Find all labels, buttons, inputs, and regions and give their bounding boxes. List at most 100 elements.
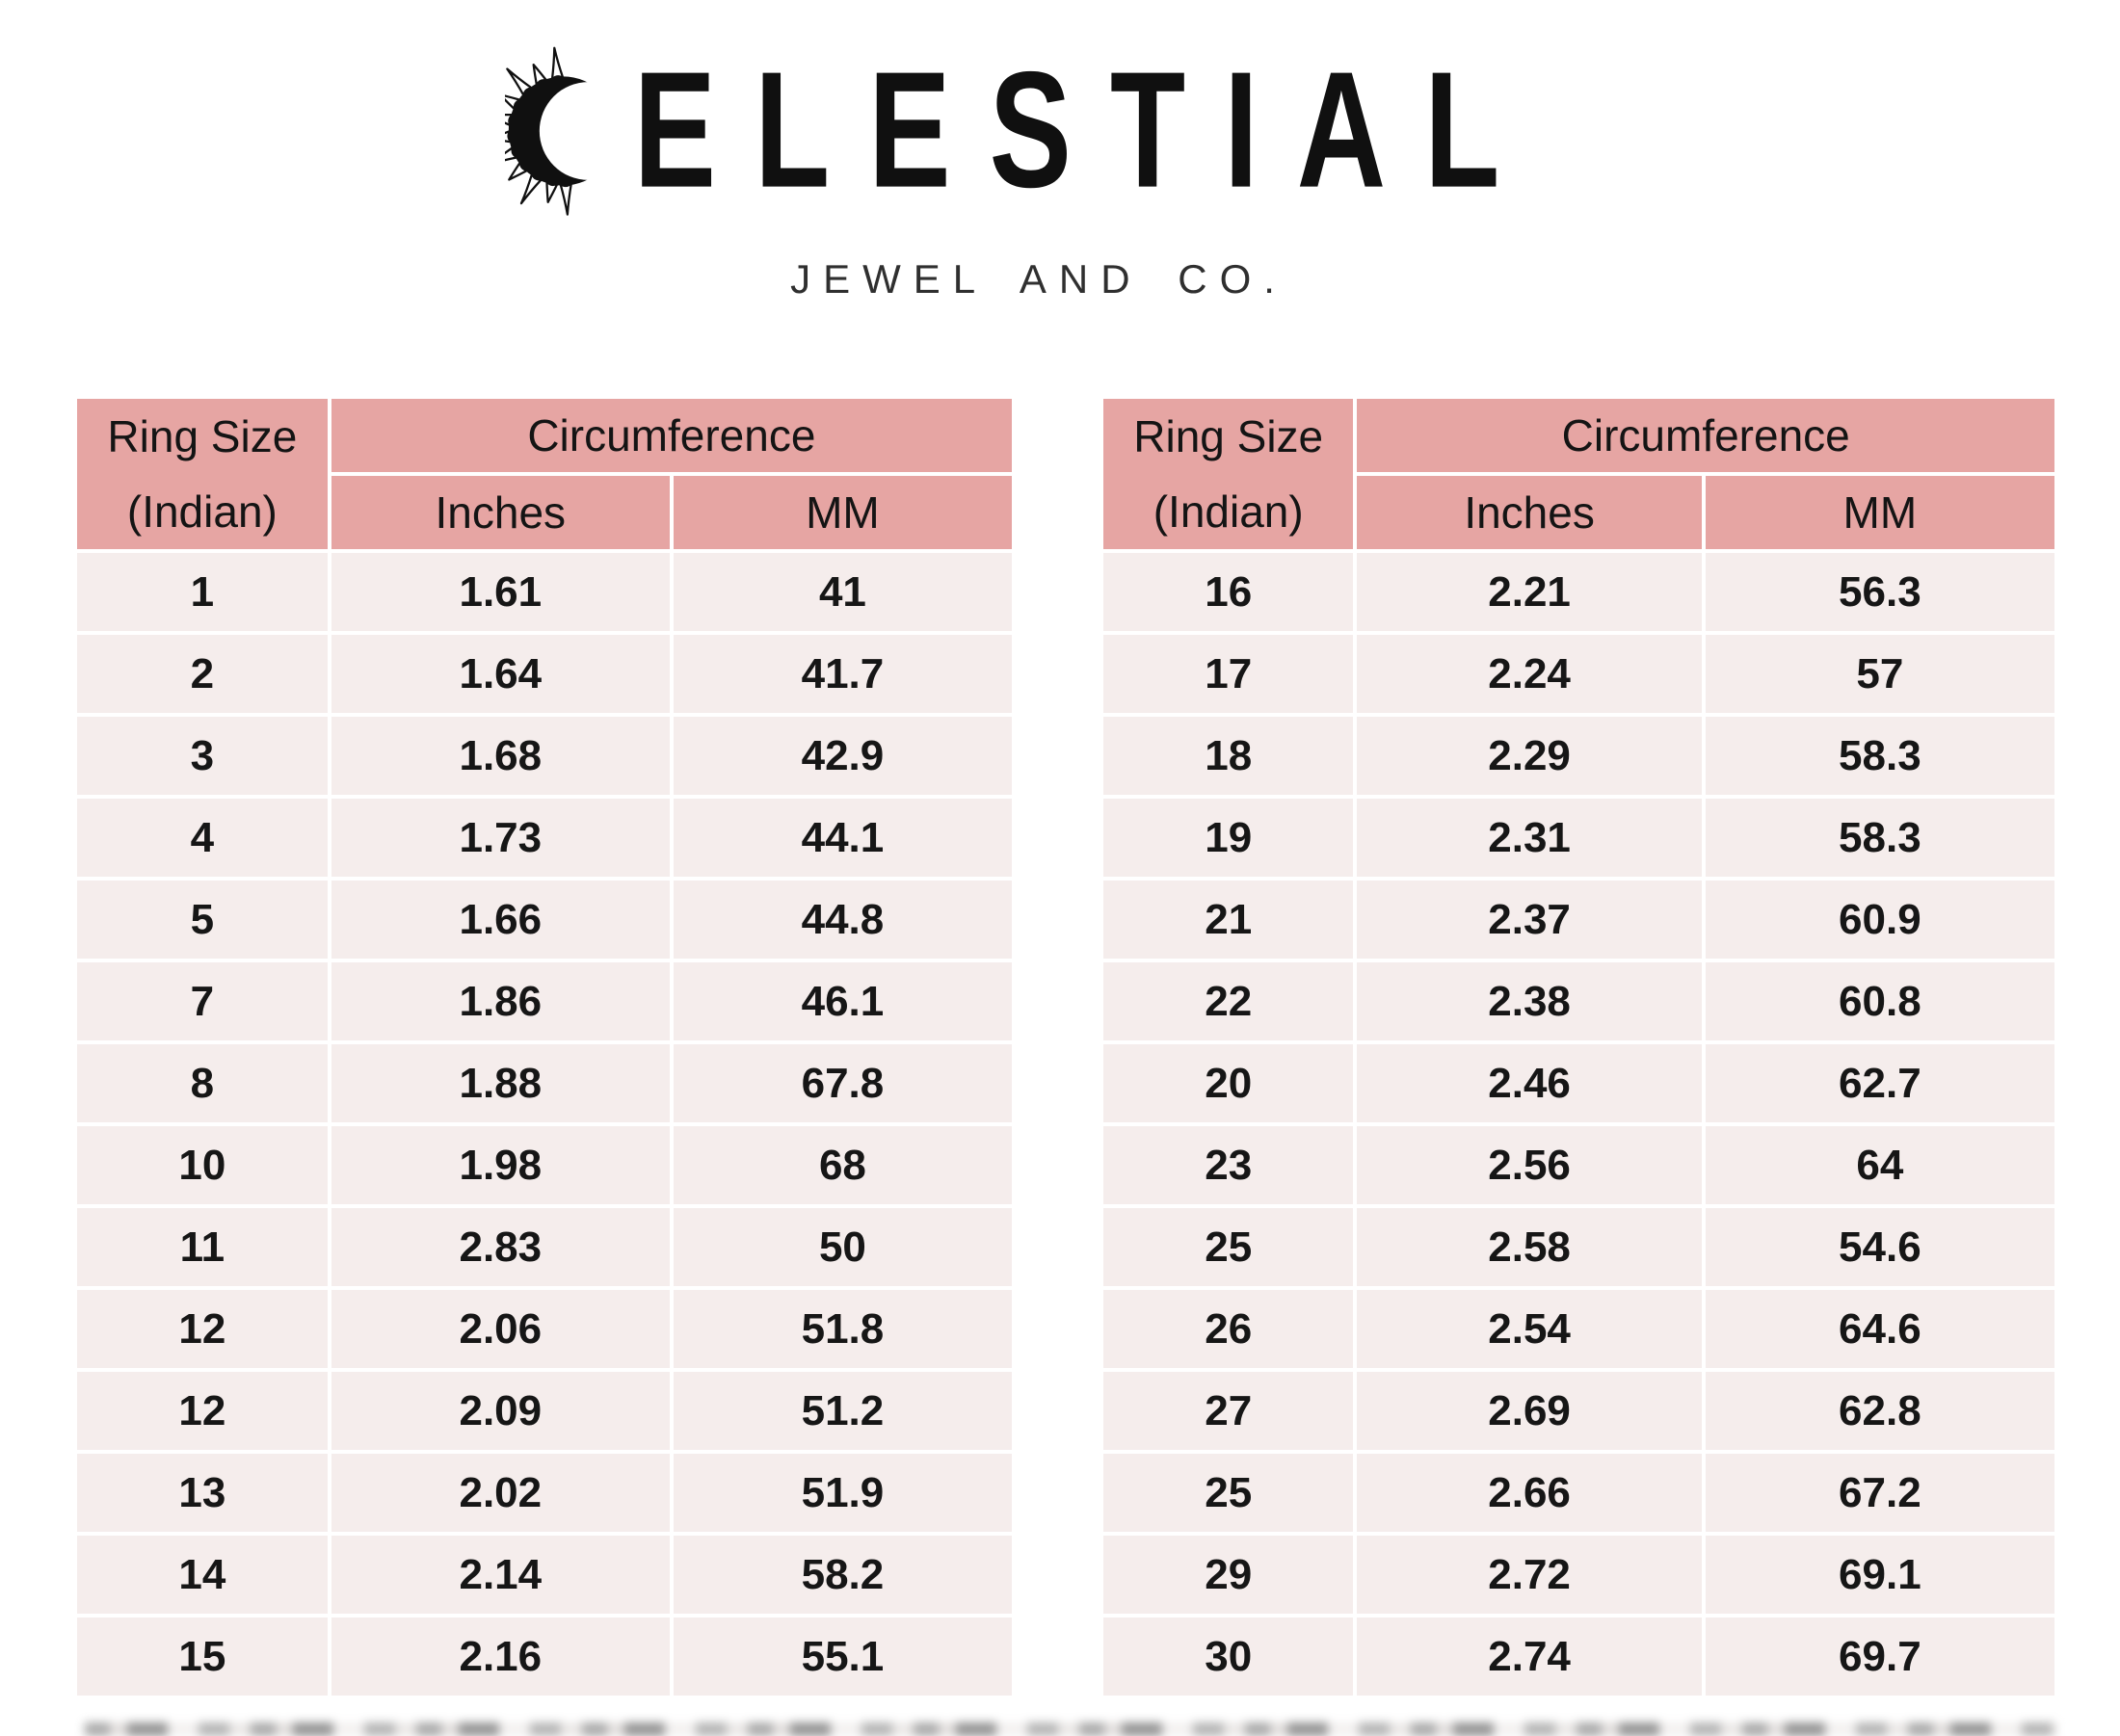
ring-size-cell: 23 — [1103, 1126, 1354, 1204]
ring-size-cell: 20 — [1103, 1044, 1354, 1122]
mm-header: MM — [673, 476, 1012, 549]
table-row: 18 2.29 58.3 — [1103, 717, 2054, 795]
ring-size-cell: 22 — [1103, 962, 1354, 1040]
ring-size-cell: 18 — [1103, 717, 1354, 795]
brand-logo: ELESTIAL JEWEL AND CO. — [0, 0, 2081, 302]
ring-size-cell: 15 — [77, 1618, 328, 1696]
inches-cell: 1.64 — [331, 635, 670, 713]
mm-cell: 57 — [1705, 635, 2054, 713]
inches-cell: 1.73 — [331, 799, 670, 877]
table-row: 5 1.66 44.8 — [77, 881, 1012, 959]
inches-cell: 2.21 — [1357, 553, 1702, 631]
ring-size-cell: 17 — [1103, 635, 1354, 713]
table-row: 29 2.72 69.1 — [1103, 1536, 2054, 1614]
inches-cell: 1.68 — [331, 717, 670, 795]
mm-cell: 54.6 — [1705, 1208, 2054, 1286]
ring-size-cell: 8 — [77, 1044, 328, 1122]
size-charts: Ring Size (Indian) Circumference Inches … — [0, 395, 2120, 1699]
ring-size-cell: 10 — [77, 1126, 328, 1204]
mm-cell: 42.9 — [673, 717, 1012, 795]
ring-size-cell: 3 — [77, 717, 328, 795]
inches-cell: 2.69 — [1357, 1372, 1702, 1450]
circumference-header: Circumference — [331, 399, 1012, 472]
mm-cell: 69.7 — [1705, 1618, 2054, 1696]
inches-cell: 2.24 — [1357, 635, 1702, 713]
mm-cell: 41 — [673, 553, 1012, 631]
inches-cell: 1.66 — [331, 881, 670, 959]
ring-size-cell: 11 — [77, 1208, 328, 1286]
table-row: 15 2.16 55.1 — [77, 1618, 1012, 1696]
inches-cell: 2.31 — [1357, 799, 1702, 877]
mm-cell: 55.1 — [673, 1618, 1012, 1696]
mm-cell: 58.2 — [673, 1536, 1012, 1614]
mm-cell: 46.1 — [673, 962, 1012, 1040]
inches-cell: 2.56 — [1357, 1126, 1702, 1204]
ring-size-header: Ring Size (Indian) — [77, 399, 328, 549]
ring-size-cell: 13 — [77, 1454, 328, 1532]
mm-cell: 58.3 — [1705, 717, 2054, 795]
ring-size-cell: 7 — [77, 962, 328, 1040]
inches-cell: 1.98 — [331, 1126, 670, 1204]
table-row: 23 2.56 64 — [1103, 1126, 2054, 1204]
ring-size-cell: 21 — [1103, 881, 1354, 959]
inches-cell: 2.09 — [331, 1372, 670, 1450]
ring-size-table-left: Ring Size (Indian) Circumference Inches … — [73, 395, 1016, 1699]
table-row: 14 2.14 58.2 — [77, 1536, 1012, 1614]
ring-size-cell: 29 — [1103, 1536, 1354, 1614]
table-row: 13 2.02 51.9 — [77, 1454, 1012, 1532]
inches-cell: 1.88 — [331, 1044, 670, 1122]
table-row: 25 2.66 67.2 — [1103, 1454, 2054, 1532]
mm-cell: 44.8 — [673, 881, 1012, 959]
table-row: 30 2.74 69.7 — [1103, 1618, 2054, 1696]
inches-cell: 2.46 — [1357, 1044, 1702, 1122]
brand-wordmark: ELESTIAL — [633, 38, 1539, 224]
ring-size-cell: 2 — [77, 635, 328, 713]
ring-size-header: Ring Size (Indian) — [1103, 399, 1354, 549]
circumference-header: Circumference — [1357, 399, 2054, 472]
ring-size-cell: 25 — [1103, 1208, 1354, 1286]
mm-cell: 44.1 — [673, 799, 1012, 877]
table-row: 20 2.46 62.7 — [1103, 1044, 2054, 1122]
mm-cell: 62.7 — [1705, 1044, 2054, 1122]
inches-cell: 2.74 — [1357, 1618, 1702, 1696]
ring-size-cell: 5 — [77, 881, 328, 959]
mm-cell: 67.2 — [1705, 1454, 2054, 1532]
inches-cell: 2.38 — [1357, 962, 1702, 1040]
mm-cell: 68 — [673, 1126, 1012, 1204]
table-row: 12 2.09 51.2 — [77, 1372, 1012, 1450]
inches-header: Inches — [1357, 476, 1702, 549]
ring-size-cell: 26 — [1103, 1290, 1354, 1368]
mm-header: MM — [1705, 476, 2054, 549]
ring-size-table-right: Ring Size (Indian) Circumference Inches … — [1100, 395, 2058, 1699]
mm-cell: 64 — [1705, 1126, 2054, 1204]
table-row: 22 2.38 60.8 — [1103, 962, 2054, 1040]
mm-cell: 64.6 — [1705, 1290, 2054, 1368]
ring-size-cell: 14 — [77, 1536, 328, 1614]
ring-size-cell: 16 — [1103, 553, 1354, 631]
inches-cell: 2.66 — [1357, 1454, 1702, 1532]
inches-cell: 2.54 — [1357, 1290, 1702, 1368]
table-row: 2 1.64 41.7 — [77, 635, 1012, 713]
mm-cell: 51.9 — [673, 1454, 1012, 1532]
inches-cell: 1.61 — [331, 553, 670, 631]
ring-size-cell: 4 — [77, 799, 328, 877]
mm-cell: 51.2 — [673, 1372, 1012, 1450]
mm-cell: 41.7 — [673, 635, 1012, 713]
ring-size-cell: 12 — [77, 1372, 328, 1450]
brand-subtitle: JEWEL AND CO. — [790, 256, 1287, 302]
ring-size-cell: 27 — [1103, 1372, 1354, 1450]
table-row: 21 2.37 60.9 — [1103, 881, 2054, 959]
table-row: 3 1.68 42.9 — [77, 717, 1012, 795]
inches-header: Inches — [331, 476, 670, 549]
inches-cell: 2.02 — [331, 1454, 670, 1532]
table-row: 19 2.31 58.3 — [1103, 799, 2054, 877]
table-row: 12 2.06 51.8 — [77, 1290, 1012, 1368]
inches-cell: 2.72 — [1357, 1536, 1702, 1614]
ring-size-cell: 12 — [77, 1290, 328, 1368]
inches-cell: 2.29 — [1357, 717, 1702, 795]
sun-crescent-icon — [504, 46, 632, 217]
table-row: 17 2.24 57 — [1103, 635, 2054, 713]
ring-size-cell: 19 — [1103, 799, 1354, 877]
ring-size-cell: 30 — [1103, 1618, 1354, 1696]
inches-cell: 2.83 — [331, 1208, 670, 1286]
